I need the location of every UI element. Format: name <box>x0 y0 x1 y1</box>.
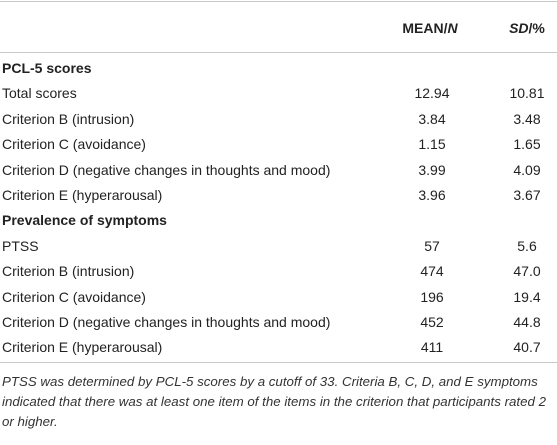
row-label: Criterion B (intrusion) <box>2 110 135 127</box>
row-label: Criterion D (negative changes in thought… <box>2 314 331 330</box>
sd-value: 5.6 <box>517 237 537 254</box>
row-label: Criterion E (hyperarousal) <box>2 187 163 203</box>
row-label: Criterion E (hyperarousal) <box>2 339 163 356</box>
row-label: Criterion C (avoidance) <box>2 288 146 305</box>
mean-value: 1.15 <box>418 136 446 153</box>
row-label: Criterion D (negative changes in thought… <box>2 161 331 178</box>
mean-value: 3.84 <box>418 110 446 127</box>
rule-header <box>0 52 557 53</box>
row-label: PTSS <box>2 237 39 254</box>
section-title: PCL-5 scores <box>2 60 92 76</box>
sd-value: 19.4 <box>513 288 541 305</box>
mean-value: 411 <box>420 339 444 356</box>
row-label: Total scores <box>2 85 77 102</box>
mean-value: 452 <box>420 314 444 330</box>
mean-value: 12.94 <box>414 85 450 102</box>
row-label: Criterion B (intrusion) <box>2 263 135 280</box>
row-label: Criterion C (avoidance) <box>2 136 146 153</box>
section-title: Prevalence of symptoms <box>2 212 167 229</box>
header-text: SD <box>509 20 529 36</box>
header-text: MEAN/ <box>402 20 448 36</box>
mean-value: 3.96 <box>418 187 446 203</box>
mean-value: 57 <box>424 237 440 254</box>
header-sd: SD/% <box>482 18 557 38</box>
sd-value: 3.67 <box>513 187 541 203</box>
sd-value: 44.8 <box>513 314 541 330</box>
footnote: PTSS was determined by PCL-5 scores by a… <box>2 374 546 429</box>
sd-value: 40.7 <box>513 339 541 356</box>
header-mean: MEAN/N <box>385 18 475 38</box>
sd-value: 3.48 <box>513 110 541 127</box>
sd-value: 1.65 <box>513 136 541 153</box>
mean-value: 3.99 <box>418 161 446 178</box>
mean-value: 196 <box>420 288 444 305</box>
sd-value: 4.09 <box>513 161 541 178</box>
sd-value: 10.81 <box>509 85 545 102</box>
sd-value: 47.0 <box>513 263 541 280</box>
mean-value: 474 <box>420 263 444 280</box>
rule-top <box>0 1 557 2</box>
header-text: /% <box>528 20 545 36</box>
rule-bottom <box>0 362 557 363</box>
header-text: N <box>447 20 458 36</box>
